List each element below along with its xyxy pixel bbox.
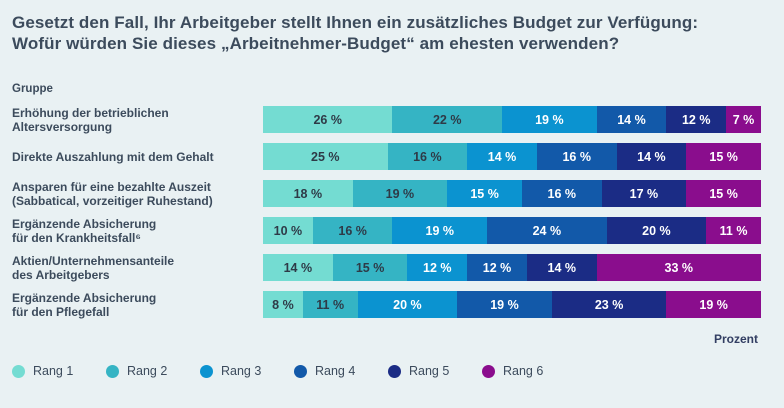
bar-segment-rang-1: 18 % <box>263 180 353 207</box>
bar-segment-rang-4: 24 % <box>487 217 607 244</box>
bar-segment-rang-6: 7 % <box>726 106 761 133</box>
bar-segment-rang-4: 19 % <box>457 291 552 318</box>
legend-label: Rang 6 <box>503 364 544 378</box>
bar-segment-rang-2: 19 % <box>352 180 448 207</box>
bar-segment-rang-3: 12 % <box>407 254 468 281</box>
bar-segment-rang-5: 14 % <box>616 143 687 170</box>
bar-segment-rang-5: 17 % <box>601 180 687 207</box>
legend-dot-icon <box>294 364 307 378</box>
bar-segment-rang-5: 12 % <box>666 106 727 133</box>
bar-segment-rang-1: 25 % <box>263 143 388 170</box>
bar-segment-rang-1: 8 % <box>263 291 303 318</box>
legend-item-rang-3: Rang 3 <box>200 364 264 378</box>
bar-segment-rang-5: 23 % <box>551 291 667 318</box>
bar-segment-rang-4: 12 % <box>467 254 527 281</box>
bar-segment-rang-5: 14 % <box>526 254 597 281</box>
chart-row: Direkte Auszahlung mit dem Gehalt 25 % 16 … <box>12 143 784 170</box>
chart-row: Ergänzende Absicherung für den Krankheit… <box>12 216 784 245</box>
bar-segment-rang-6: 15 % <box>686 180 761 207</box>
stacked-bar: 10 % 16 % 19 % 24 % 20 % 11 % <box>263 217 761 244</box>
bar-segment-rang-6: 33 % <box>596 254 761 281</box>
stacked-bar: 14 % 15 % 12 % 12 % 14 % 33 % <box>263 254 761 281</box>
bar-segment-rang-3: 19 % <box>392 217 488 244</box>
bar-segment-rang-3: 19 % <box>502 106 597 133</box>
bar-segment-rang-3: 15 % <box>447 180 522 207</box>
bar-segment-rang-6: 15 % <box>686 143 761 170</box>
legend-dot-icon <box>482 364 495 378</box>
bar-segment-rang-5: 20 % <box>606 217 707 244</box>
bar-segment-rang-2: 11 % <box>302 291 358 318</box>
chart-row: Ergänzende Absicherung für den Pflegefal… <box>12 290 784 319</box>
bar-segment-rang-2: 22 % <box>392 106 503 133</box>
bar-segment-rang-3: 14 % <box>467 143 537 170</box>
legend-dot-icon <box>106 364 119 378</box>
axis-label-prozent: Prozent <box>713 332 758 346</box>
legend-label: Rang 1 <box>33 364 74 378</box>
group-label: Gruppe <box>12 83 53 95</box>
stacked-bar: 8 % 11 % 20 % 19 % 23 % 19 % <box>263 291 761 318</box>
row-category-label: Ergänzende Absicherung für den Pflegefal… <box>12 290 157 319</box>
bar-segment-rang-4: 14 % <box>596 106 667 133</box>
bar-segment-rang-4: 16 % <box>536 143 617 170</box>
legend-item-rang-1: Rang 1 <box>12 364 76 378</box>
bar-segment-rang-1: 26 % <box>263 106 393 133</box>
stacked-bar: 26 % 22 % 19 % 14 % 12 % 7 % <box>263 106 761 133</box>
bar-segment-rang-1: 14 % <box>263 254 333 281</box>
chart-row: Aktien/Unternehmensanteile des Arbeitgeb… <box>12 253 784 282</box>
legend-item-rang-6: Rang 6 <box>482 364 546 378</box>
chart-row: Ansparen für eine bezahlte Auszeit (Sabb… <box>12 179 784 208</box>
row-category-label: Ergänzende Absicherung für den Krankheit… <box>12 216 157 245</box>
chart-legend: Rang 1 Rang 2 Rang 3 Rang 4 Rang 5 Rang 6 <box>12 364 576 378</box>
bar-segment-rang-4: 16 % <box>521 180 602 207</box>
legend-label: Rang 3 <box>221 364 262 378</box>
stacked-bar: 18 % 19 % 15 % 16 % 17 % 15 % <box>263 180 761 207</box>
stacked-bar: 25 % 16 % 14 % 16 % 14 % 15 % <box>263 143 761 170</box>
bar-segment-rang-3: 20 % <box>357 291 458 318</box>
bar-segment-rang-2: 16 % <box>387 143 468 170</box>
row-category-label: Ansparen für eine bezahlte Auszeit (Sabb… <box>12 179 213 208</box>
bar-segment-rang-1: 10 % <box>263 217 313 244</box>
legend-label: Rang 4 <box>315 364 356 378</box>
bar-segment-rang-2: 15 % <box>332 254 408 281</box>
legend-dot-icon <box>200 364 213 378</box>
row-category-label: Direkte Auszahlung mit dem Gehalt <box>12 149 214 164</box>
legend-item-rang-5: Rang 5 <box>388 364 452 378</box>
legend-dot-icon <box>388 364 401 378</box>
legend-item-rang-4: Rang 4 <box>294 364 358 378</box>
legend-label: Rang 5 <box>409 364 450 378</box>
chart-title: Gesetzt den Fall, Ihr Arbeitgeber stellt… <box>12 13 699 53</box>
bar-segment-rang-6: 11 % <box>706 217 761 244</box>
bar-segment-rang-2: 16 % <box>312 217 393 244</box>
legend-label: Rang 2 <box>127 364 168 378</box>
chart-row: Erhöhung der betrieblichen Altersversorg… <box>12 105 784 134</box>
bar-segment-rang-6: 19 % <box>666 291 761 318</box>
legend-item-rang-2: Rang 2 <box>106 364 170 378</box>
stacked-bar-chart: Erhöhung der betrieblichen Altersversorg… <box>12 105 784 319</box>
legend-dot-icon <box>12 364 25 378</box>
row-category-label: Aktien/Unternehmensanteile des Arbeitgeb… <box>12 253 175 282</box>
row-category-label: Erhöhung der betrieblichen Altersversorg… <box>12 105 169 134</box>
